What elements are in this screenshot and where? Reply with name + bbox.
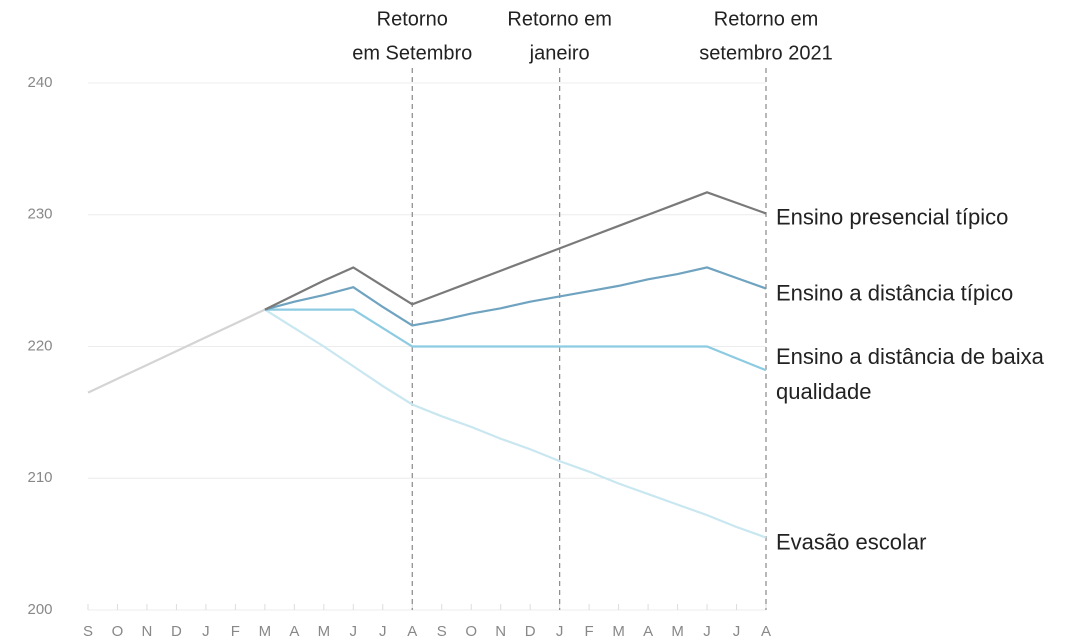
x-tick-label: O (465, 623, 477, 640)
x-tick-label: J (379, 623, 387, 640)
x-tick-label: A (761, 623, 771, 640)
x-tick-label: J (350, 623, 358, 640)
x-tick-label: M (318, 623, 331, 640)
baseline-line (87, 308, 266, 394)
series-label: Evasão escolar (776, 529, 927, 555)
series-line (264, 191, 767, 311)
annotation-text: janeiro (529, 42, 590, 64)
x-tick-label: N (142, 623, 153, 640)
y-tick-label: 230 (27, 206, 52, 223)
series-line (264, 266, 767, 327)
y-tick-label: 240 (27, 74, 52, 91)
series-label: Ensino presencial típico (776, 204, 1009, 230)
x-tick-label: N (495, 623, 506, 640)
x-tick-label: A (643, 623, 653, 640)
x-tick-label: J (733, 623, 741, 640)
x-tick-label: A (407, 623, 417, 640)
x-tick-label: M (671, 623, 684, 640)
x-tick-label: F (231, 623, 240, 640)
x-tick-label: O (112, 623, 124, 640)
y-tick-label: 210 (27, 469, 52, 486)
y-tick-label: 200 (27, 601, 52, 618)
annotation-text: Retorno em (714, 8, 819, 30)
x-tick-label: J (556, 623, 564, 640)
x-tick-label: S (437, 623, 447, 640)
annotation-text: Retorno em (507, 8, 612, 30)
x-tick-label: D (525, 623, 536, 640)
x-tick-label: M (259, 623, 272, 640)
x-tick-label: M (612, 623, 625, 640)
annotation-text: setembro 2021 (699, 42, 832, 64)
x-tick-label: A (289, 623, 299, 640)
x-tick-label: J (202, 623, 210, 640)
x-tick-label: D (171, 623, 182, 640)
y-tick-label: 220 (27, 337, 52, 354)
series-label: Ensino a distância de baixa qualidade (776, 344, 1044, 405)
x-tick-label: F (585, 623, 594, 640)
x-tick-label: J (703, 623, 711, 640)
series-line (264, 308, 767, 539)
series-line (264, 308, 767, 372)
annotation-text: em Setembro (352, 42, 472, 64)
series-label: Ensino a distância típico (776, 280, 1014, 306)
annotation-text: Retorno (377, 8, 448, 30)
x-tick-label: S (83, 623, 93, 640)
